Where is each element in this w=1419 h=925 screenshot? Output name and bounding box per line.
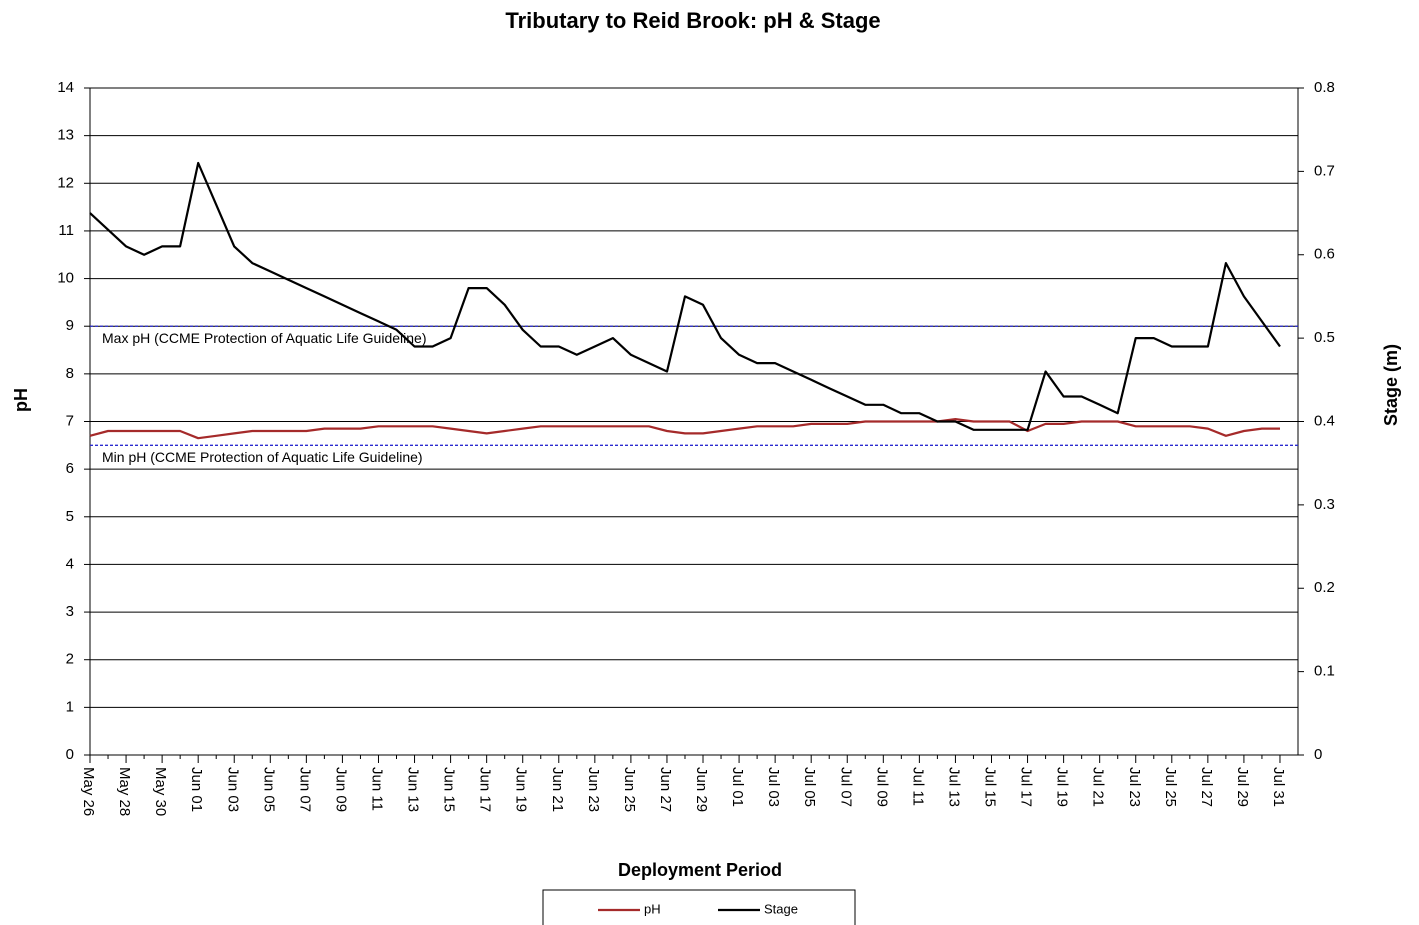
x-tick-label: Jul 29 [1234,767,1251,807]
y2-tick-label: 0.4 [1314,412,1335,429]
y-tick-label: 2 [66,651,74,668]
x-tick-label: Jul 15 [982,767,999,807]
x-tick-label: Jun 05 [260,767,277,812]
x-tick-label: Jun 01 [188,767,205,812]
series-line [89,418,1280,440]
y-tick-label: 10 [57,270,74,287]
y2-tick-label: 0 [1314,746,1322,763]
y2-axis-title: Stage (m) [1381,344,1401,426]
x-tick-label: Jul 21 [1090,767,1107,807]
y-tick-label: 7 [66,412,74,429]
x-tick-label: Jun 19 [513,767,530,812]
y2-tick-label: 0.5 [1314,329,1335,346]
y-tick-label: 14 [57,79,74,96]
y2-tick-label: 0.8 [1314,79,1335,96]
x-tick-label: Jun 09 [332,767,349,812]
legend-label: pH [644,901,661,916]
y-tick-label: 0 [66,746,74,763]
x-tick-label: Jul 19 [1054,767,1071,807]
y2-tick-label: 0.3 [1314,496,1335,513]
y-tick-label: 8 [66,365,74,382]
x-tick-label: Jul 01 [729,767,746,807]
x-tick-label: Jul 27 [1198,767,1215,807]
x-tick-label: May 26 [80,767,97,816]
x-tick-label: May 28 [116,767,133,816]
y-tick-label: 13 [57,127,74,144]
y-tick-label: 1 [66,698,74,715]
legend-label: Stage [764,901,798,916]
x-tick-label: May 30 [152,767,169,816]
x-tick-label: Jun 13 [405,767,422,812]
x-tick-label: Jun 23 [585,767,602,812]
reference-label: Max pH (CCME Protection of Aquatic Life … [102,330,426,346]
y2-tick-label: 0.7 [1314,162,1335,179]
x-tick-label: Jul 17 [1018,767,1035,807]
x-tick-label: Jul 11 [909,767,926,806]
y-axis-title: pH [11,388,31,412]
x-axis-title: Deployment Period [618,860,782,880]
x-tick-label: Jul 31 [1270,767,1287,807]
x-tick-label: Jun 29 [693,767,710,812]
chart-title: Tributary to Reid Brook: pH & Stage [505,8,880,33]
x-tick-label: Jun 17 [477,767,494,812]
x-tick-label: Jun 27 [657,767,674,812]
y-tick-label: 5 [66,508,74,525]
legend-box [542,889,856,925]
x-tick-label: Jun 11 [369,767,386,811]
reference-label: Min pH (CCME Protection of Aquatic Life … [102,449,423,465]
x-tick-label: Jul 23 [1126,767,1143,807]
x-tick-label: Jul 13 [945,767,962,807]
x-tick-label: Jul 07 [837,767,854,807]
x-tick-label: Jul 09 [873,767,890,807]
x-tick-label: Jun 07 [296,767,313,812]
x-tick-label: Jul 25 [1162,767,1179,807]
x-tick-label: Jun 15 [441,767,458,812]
y2-tick-label: 0.6 [1314,246,1335,263]
y-tick-label: 11 [58,222,74,239]
y-tick-label: 4 [66,555,74,572]
x-tick-label: Jul 05 [801,767,818,807]
y2-tick-label: 0.2 [1314,579,1335,596]
x-tick-label: Jun 03 [224,767,241,812]
y-tick-label: 3 [66,603,74,620]
x-tick-label: Jun 21 [549,767,566,812]
series-line [89,161,1281,431]
x-tick-label: Jul 03 [765,767,782,807]
y-tick-label: 12 [57,174,74,191]
y-tick-label: 6 [66,460,74,477]
y2-tick-label: 0.1 [1314,663,1335,680]
plot-frame [89,87,1299,756]
y-tick-label: 9 [66,317,74,334]
x-tick-label: Jun 25 [621,767,638,812]
